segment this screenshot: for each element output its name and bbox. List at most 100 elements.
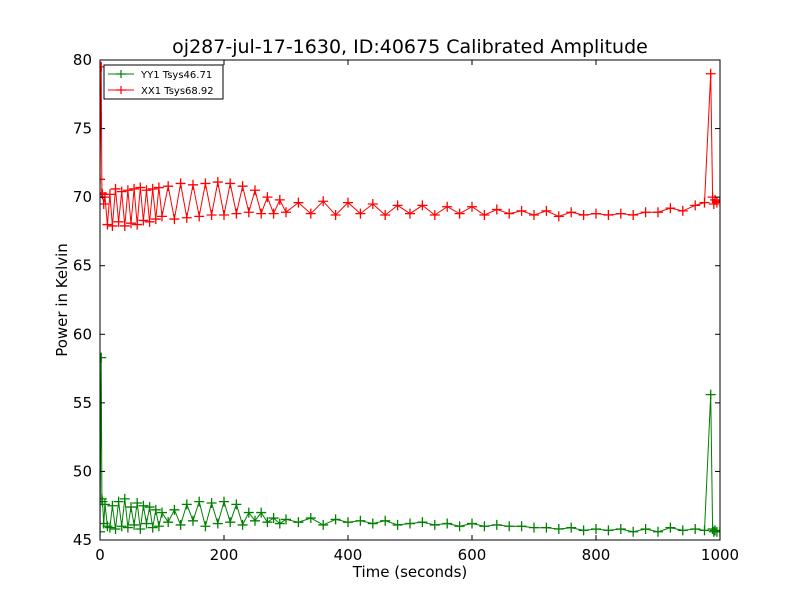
data-point — [417, 517, 428, 528]
data-point — [640, 524, 651, 535]
data-point — [188, 179, 198, 190]
data-point — [231, 208, 242, 219]
data-point — [318, 196, 329, 207]
data-point — [206, 497, 217, 508]
y-tick-label: 80 — [73, 51, 92, 69]
data-point — [119, 493, 130, 504]
y-tick-label: 70 — [73, 188, 92, 206]
data-point — [603, 209, 614, 220]
data-point — [231, 499, 242, 510]
data-point — [405, 208, 415, 219]
data-point — [141, 185, 152, 196]
data-point — [677, 525, 688, 536]
data-point — [237, 519, 248, 530]
data-point — [305, 513, 316, 524]
data-point — [256, 208, 267, 219]
legend: YY1 Tsys46.71 XX1 Tsys68.92 — [103, 64, 224, 100]
data-point — [479, 521, 490, 532]
y-axis-label: Power in Kelvin — [53, 243, 71, 357]
data-point — [392, 200, 403, 211]
data-point — [262, 192, 273, 203]
data-point — [442, 518, 453, 529]
data-point — [281, 514, 291, 525]
data-point — [147, 522, 158, 533]
data-point — [181, 499, 192, 510]
data-point — [281, 207, 291, 218]
series-line-0 — [100, 357, 720, 533]
data-point — [100, 496, 108, 507]
data-point — [107, 220, 118, 231]
data-point — [250, 515, 260, 526]
data-point — [153, 182, 164, 193]
data-point — [711, 197, 720, 208]
data-point — [219, 209, 229, 220]
data-point — [141, 518, 152, 529]
data-point — [110, 183, 121, 194]
data-point — [163, 517, 174, 528]
data-point — [541, 205, 552, 216]
data-point — [157, 211, 167, 222]
data-point — [467, 201, 477, 212]
data-point — [129, 519, 140, 530]
data-point — [268, 513, 279, 524]
data-point — [653, 526, 663, 537]
data-point — [200, 521, 211, 532]
data-point — [367, 518, 378, 529]
data-point — [132, 219, 143, 230]
data-point — [225, 178, 236, 189]
data-point — [690, 524, 701, 535]
x-tick-label: 800 — [582, 546, 611, 564]
data-point — [135, 524, 146, 535]
data-point — [699, 525, 710, 536]
data-point — [665, 203, 676, 214]
y-tick-label: 45 — [73, 531, 92, 549]
axes-frame — [99, 59, 721, 541]
data-point — [144, 216, 155, 227]
data-point — [153, 521, 164, 532]
data-point — [102, 521, 113, 532]
data-point — [355, 515, 366, 526]
data-point — [566, 522, 577, 533]
data-point — [591, 524, 601, 535]
data-point — [367, 199, 378, 209]
data-point — [578, 209, 589, 220]
data-point — [181, 212, 192, 223]
data-point — [653, 207, 663, 218]
data-point — [293, 517, 304, 528]
data-point — [454, 208, 465, 219]
data-point — [615, 208, 626, 219]
data-point — [206, 209, 217, 220]
data-point — [541, 522, 552, 533]
data-point — [194, 496, 205, 507]
data-point — [293, 197, 304, 208]
data-point — [318, 519, 329, 530]
data-point — [243, 207, 254, 218]
data-point — [169, 504, 180, 515]
data-point — [100, 499, 110, 510]
data-point — [274, 194, 285, 205]
x-tick-label: 200 — [210, 546, 239, 564]
data-point — [200, 178, 211, 189]
data-point — [126, 502, 136, 513]
data-point — [707, 524, 718, 535]
data-point — [169, 214, 180, 225]
data-point — [194, 211, 205, 222]
x-tick-label: 1000 — [701, 546, 739, 564]
data-point — [516, 521, 527, 532]
data-point — [429, 209, 440, 220]
data-point — [479, 209, 490, 220]
data-point — [454, 521, 465, 532]
data-point — [138, 215, 149, 226]
y-tick-label: 55 — [73, 394, 92, 412]
data-point — [529, 209, 539, 220]
data-point — [104, 522, 115, 533]
legend-label: XX1 Tsys68.92 — [141, 86, 214, 97]
data-point — [113, 496, 124, 507]
data-point — [274, 518, 285, 529]
data-point — [250, 185, 260, 196]
data-point — [665, 522, 676, 533]
data-point — [113, 216, 124, 227]
data-point — [710, 525, 720, 536]
data-point — [529, 522, 539, 533]
legend-marker — [116, 86, 126, 94]
